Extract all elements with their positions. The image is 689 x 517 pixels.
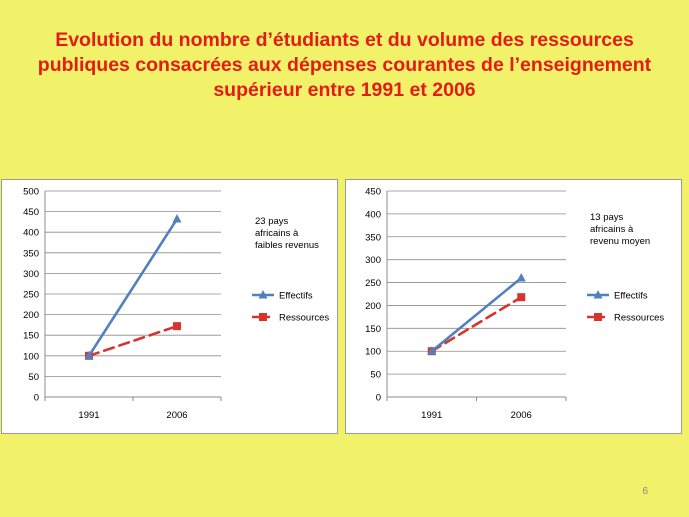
x-tick-label: 2006 — [166, 410, 187, 421]
chart-note-line: faibles revenus — [255, 240, 319, 251]
legend-marker — [594, 313, 602, 321]
data-point — [84, 350, 94, 360]
y-tick-label: 200 — [23, 310, 39, 321]
y-tick-label: 350 — [23, 248, 39, 259]
x-tick-label: 2006 — [511, 410, 532, 421]
y-tick-label: 100 — [23, 351, 39, 362]
y-tick-label: 100 — [365, 347, 381, 358]
y-tick-label: 150 — [365, 324, 381, 335]
legend-label: Ressources — [614, 313, 664, 324]
title-line-2: publiques consacrées aux dépenses couran… — [37, 54, 652, 76]
legend-item-effectifs: Effectifs — [587, 290, 648, 302]
y-tick-label: 250 — [23, 290, 39, 301]
page-number: 6 — [642, 486, 648, 497]
legend-item-ressources: Ressources — [252, 313, 329, 324]
series-line — [430, 295, 523, 353]
chart-low-income: 0 50 100 150 200 250 300 350 400 450 500 1991 2006 23… — [23, 187, 329, 422]
legend-item-effectifs: Effectifs — [252, 290, 313, 302]
data-point — [173, 322, 181, 331]
title-line-3: supérieur entre 1991 et 2006 — [213, 79, 476, 101]
data-point — [516, 272, 526, 282]
legend-item-ressources: Ressources — [587, 313, 664, 324]
legend-label: Ressources — [279, 313, 329, 324]
y-tick-label: 0 — [34, 393, 39, 404]
legend-marker — [258, 290, 268, 299]
chart-middle-income: 0 50 100 150 200 250 300 350 400 450 1991 2006 13 pa… — [365, 187, 664, 422]
y-tick-label: 400 — [23, 228, 39, 239]
y-tick-label: 500 — [23, 187, 39, 198]
y-tick-label: 50 — [370, 370, 381, 381]
data-point — [517, 293, 526, 302]
series-ressources — [427, 293, 526, 356]
chart-panel-low-income: 0 50 100 150 200 250 300 350 400 450 500 1991 2006 23… — [1, 179, 338, 434]
y-tick-label: 300 — [365, 255, 381, 266]
chart-panel-middle-income: 0 50 100 150 200 250 300 350 400 450 1991 2006 13 pa… — [345, 179, 682, 434]
x-tick-label: 1991 — [78, 410, 99, 421]
series-effectifs — [84, 214, 182, 360]
series-line — [87, 324, 179, 358]
legend-marker — [259, 313, 267, 321]
series-line — [430, 276, 523, 353]
y-tick-label: 50 — [28, 372, 39, 383]
chart-note-line: revenu moyen — [590, 236, 650, 247]
y-tick-label: 300 — [23, 269, 39, 280]
chart-note-line: 23 pays — [255, 216, 289, 227]
y-tick-label: 150 — [23, 331, 39, 342]
chart-note-line: africains à — [255, 228, 299, 239]
y-tick-label: 0 — [376, 393, 381, 404]
slide-title: Evolution du nombre d’étudiants et du vo… — [0, 28, 689, 103]
y-tick-label: 400 — [365, 209, 381, 220]
title-line-1: Evolution du nombre d’étudiants et du vo… — [55, 29, 634, 51]
data-point — [172, 214, 182, 223]
series-line — [87, 217, 179, 358]
legend-marker — [593, 290, 603, 299]
legend-label: Effectifs — [279, 291, 313, 302]
y-tick-label: 450 — [23, 207, 39, 218]
chart-note-line: africains à — [590, 224, 634, 235]
y-tick-label: 350 — [365, 232, 381, 243]
series-effectifs — [427, 272, 526, 355]
y-tick-label: 250 — [365, 278, 381, 289]
chart-note-line: 13 pays — [590, 212, 624, 223]
legend-label: Effectifs — [614, 291, 648, 302]
y-tick-label: 200 — [365, 301, 381, 312]
data-point — [427, 346, 437, 355]
y-tick-label: 450 — [365, 187, 381, 198]
x-tick-label: 1991 — [421, 410, 442, 421]
